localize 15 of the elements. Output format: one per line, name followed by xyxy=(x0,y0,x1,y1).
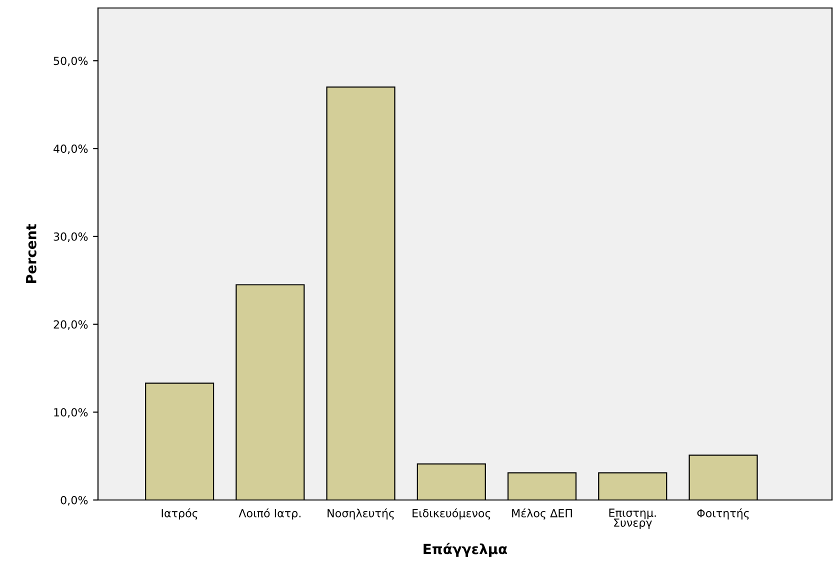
x-axis-title: Επάγγελμα xyxy=(424,542,508,557)
y-tick-label: 10,0% xyxy=(54,408,88,418)
x-tick-label: Ειδικευόμενος xyxy=(412,508,490,520)
y-tick-label: 40,0% xyxy=(54,144,88,154)
x-tick-label: Νοσηλευτής xyxy=(328,508,394,520)
x-tick-label: Επιστημ. Συνεργ xyxy=(609,508,656,529)
y-tick-label: 50,0% xyxy=(54,56,88,66)
x-tick-label: Ιατρός xyxy=(162,508,198,520)
y-tick-label: 30,0% xyxy=(54,232,88,242)
x-tick-label: Φοιτητής xyxy=(697,508,749,520)
y-axis-title: Percent xyxy=(26,224,36,284)
x-tick-label: Λοιπό Ιατρ. xyxy=(238,508,300,520)
y-tick-label: 20,0% xyxy=(54,320,88,330)
x-tick-label: Μέλος ΔΕΠ xyxy=(512,508,572,520)
y-tick-label: 0,0% xyxy=(60,496,88,506)
